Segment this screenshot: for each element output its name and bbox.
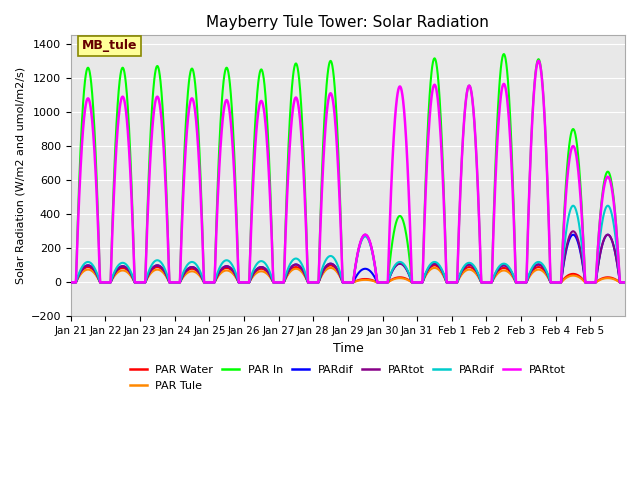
X-axis label: Time: Time (333, 342, 364, 355)
Legend: PAR Water, PAR Tule, PAR In, PARdif, PARtot, PARdif, PARtot: PAR Water, PAR Tule, PAR In, PARdif, PAR… (125, 361, 570, 395)
Title: Mayberry Tule Tower: Solar Radiation: Mayberry Tule Tower: Solar Radiation (207, 15, 490, 30)
Y-axis label: Solar Radiation (W/m2 and umol/m2/s): Solar Radiation (W/m2 and umol/m2/s) (15, 67, 25, 285)
Text: MB_tule: MB_tule (82, 39, 138, 52)
